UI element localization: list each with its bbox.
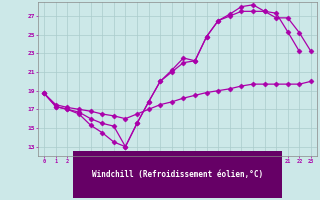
X-axis label: Windchill (Refroidissement éolien,°C): Windchill (Refroidissement éolien,°C): [92, 170, 263, 179]
